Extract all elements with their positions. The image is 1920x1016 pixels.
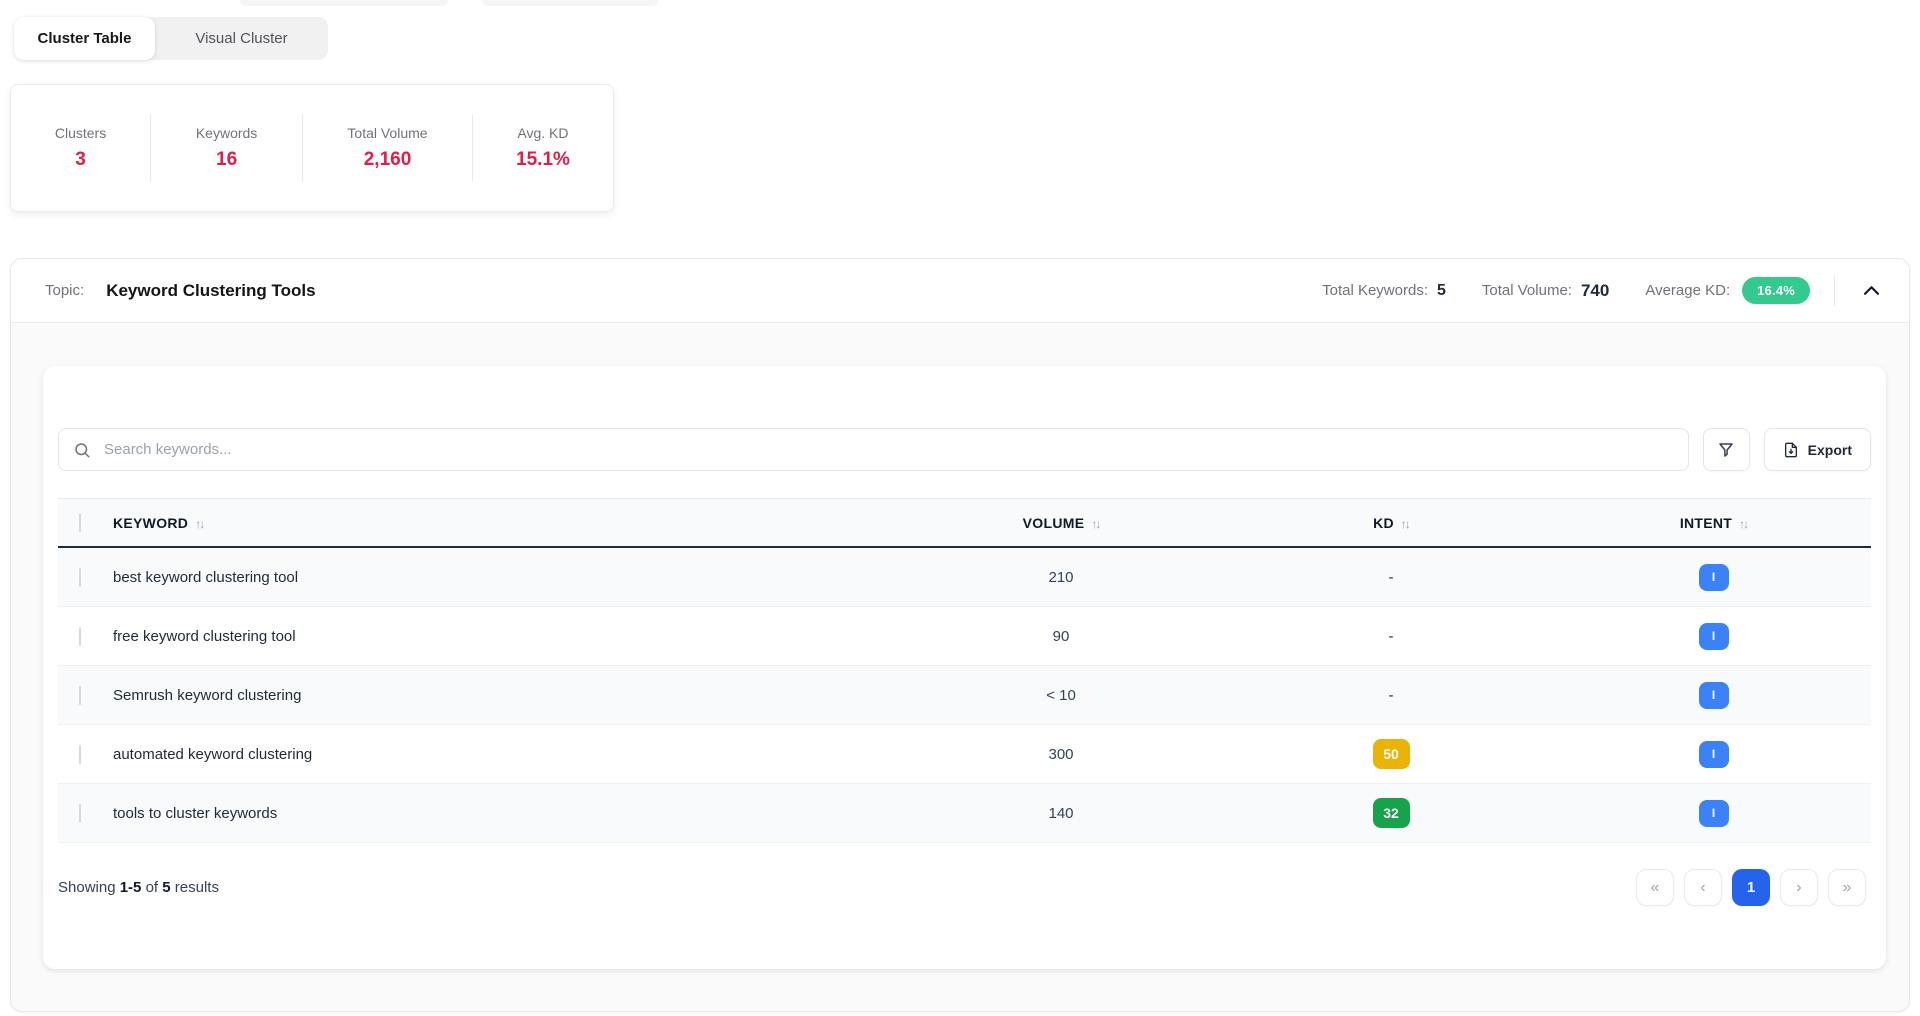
search-box bbox=[58, 428, 1689, 471]
stat-value: 16 bbox=[216, 149, 238, 170]
sort-icon: ↑↓ bbox=[1400, 516, 1411, 531]
tab-visual-cluster[interactable]: Visual Cluster bbox=[195, 30, 288, 47]
table-footer: Showing 1-5 of 5 results « ‹ 1 › » bbox=[43, 843, 1886, 906]
column-header-volume[interactable]: VOLUME ↑↓ bbox=[1022, 514, 1102, 531]
volume-cell: < 10 bbox=[1046, 686, 1076, 704]
row-checkbox[interactable] bbox=[79, 744, 81, 764]
divider bbox=[1834, 275, 1835, 306]
total-keywords-value: 5 bbox=[1437, 281, 1446, 299]
kd-cell: - bbox=[1388, 686, 1394, 704]
keywords-card: Export KEYWORD↑↓ VOLUME↑↓ KD↑↓ INTENT↑↓ … bbox=[43, 366, 1886, 969]
stat-clusters: Clusters 3 bbox=[11, 115, 150, 181]
export-button-label: Export bbox=[1807, 441, 1852, 458]
stats-card: Clusters 3 Keywords 16 Total Volume 2,16… bbox=[10, 84, 614, 212]
total-volume-label: Total Volume: bbox=[1481, 282, 1572, 299]
filter-icon bbox=[1717, 441, 1735, 459]
volume-cell: 140 bbox=[1048, 804, 1074, 822]
intent-badge[interactable]: I bbox=[1698, 622, 1729, 650]
total-keywords-label: Total Keywords: bbox=[1322, 282, 1428, 299]
intent-badge[interactable]: I bbox=[1698, 740, 1729, 768]
pagination-page-1-button[interactable]: 1 bbox=[1732, 869, 1770, 906]
stat-value: 15.1% bbox=[516, 149, 570, 170]
total-volume-value: 740 bbox=[1580, 280, 1610, 300]
chevron-up-icon bbox=[1863, 286, 1879, 295]
keyword-cell: Semrush keyword clustering bbox=[113, 686, 302, 704]
results-summary: Showing 1-5 of 5 results bbox=[58, 879, 219, 896]
intent-badge[interactable]: I bbox=[1698, 681, 1729, 709]
stat-label: Clusters bbox=[54, 125, 107, 141]
intent-badge[interactable]: I bbox=[1698, 799, 1729, 827]
pagination-first-button[interactable]: « bbox=[1636, 869, 1674, 906]
table-row: Semrush keyword clustering < 10 - I bbox=[58, 666, 1871, 725]
search-icon bbox=[73, 441, 91, 459]
filter-button[interactable] bbox=[1702, 428, 1750, 471]
row-checkbox[interactable] bbox=[79, 803, 81, 823]
stat-keywords: Keywords 16 bbox=[150, 115, 302, 181]
keywords-table: KEYWORD ↑↓ VOLUME ↑↓ KD ↑↓ INTENT ↑↓ best ke… bbox=[58, 498, 1871, 843]
cropped-top-element bbox=[240, 0, 448, 6]
intent-badge[interactable]: I bbox=[1698, 563, 1729, 591]
volume-cell: 300 bbox=[1048, 745, 1074, 763]
keyword-cell: best keyword clustering tool bbox=[113, 568, 299, 586]
results-total: 5 bbox=[162, 879, 171, 896]
cluster-panel-header: Topic: Keyword Clustering Tools Total Ke… bbox=[11, 259, 1909, 323]
table-row: free keyword clustering tool 90 - I bbox=[58, 607, 1871, 666]
select-all-checkbox[interactable] bbox=[79, 512, 81, 532]
kd-cell: - bbox=[1388, 627, 1394, 645]
pagination-prev-button[interactable]: ‹ bbox=[1684, 869, 1722, 906]
stat-label: Total Volume bbox=[347, 125, 428, 141]
pagination-last-button[interactable]: » bbox=[1828, 869, 1866, 906]
kd-badge: 50 bbox=[1372, 739, 1410, 769]
view-tabs: Cluster Table Visual Cluster bbox=[14, 17, 328, 60]
sort-icon: ↑↓ bbox=[1739, 516, 1749, 531]
column-header-kd[interactable]: KD ↑↓ bbox=[1373, 514, 1411, 531]
cropped-top-element bbox=[482, 0, 658, 6]
topic-value: Keyword Clustering Tools bbox=[106, 280, 316, 300]
kd-cell: - bbox=[1388, 568, 1394, 586]
row-checkbox[interactable] bbox=[79, 685, 81, 705]
table-row: best keyword clustering tool 210 - I bbox=[58, 548, 1871, 607]
table-row: tools to cluster keywords 140 32 I bbox=[58, 784, 1871, 843]
pagination-next-button[interactable]: › bbox=[1780, 869, 1818, 906]
stat-avg-kd: Avg. KD 15.1% bbox=[471, 115, 613, 181]
search-input[interactable] bbox=[102, 440, 1674, 459]
stat-label: Keywords bbox=[195, 125, 258, 141]
cluster-summary: Total Keywords: 5 Total Volume: 740 Aver… bbox=[1322, 275, 1887, 307]
volume-cell: 210 bbox=[1048, 568, 1074, 586]
pagination: « ‹ 1 › » bbox=[1636, 869, 1866, 906]
keyword-cell: tools to cluster keywords bbox=[113, 804, 278, 822]
column-header-intent[interactable]: INTENT ↑↓ bbox=[1679, 514, 1749, 531]
tab-cluster-table[interactable]: Cluster Table bbox=[14, 17, 155, 60]
stat-value: 2,160 bbox=[363, 149, 412, 170]
stat-label: Avg. KD bbox=[517, 125, 569, 141]
sort-icon: ↑↓ bbox=[195, 516, 205, 531]
row-checkbox[interactable] bbox=[79, 626, 81, 646]
column-header-keyword[interactable]: KEYWORD ↑↓ bbox=[113, 514, 205, 531]
stat-total-volume: Total Volume 2,160 bbox=[302, 115, 472, 181]
export-file-icon bbox=[1783, 441, 1799, 459]
table-row: automated keyword clustering 300 50 I bbox=[58, 725, 1871, 784]
kd-badge: 32 bbox=[1372, 798, 1410, 828]
volume-cell: 90 bbox=[1052, 627, 1070, 645]
export-button[interactable]: Export bbox=[1763, 428, 1871, 471]
table-header-row: KEYWORD ↑↓ VOLUME ↑↓ KD ↑↓ INTENT ↑↓ bbox=[58, 498, 1871, 548]
cluster-panel: Topic: Keyword Clustering Tools Total Ke… bbox=[10, 258, 1910, 1012]
sort-icon: ↑↓ bbox=[1091, 516, 1101, 531]
row-checkbox[interactable] bbox=[79, 567, 81, 587]
results-range: 1-5 bbox=[119, 879, 142, 896]
average-kd-label: Average KD: bbox=[1645, 282, 1731, 299]
stat-value: 3 bbox=[75, 149, 86, 170]
topic-label: Topic: bbox=[45, 282, 85, 299]
average-kd-badge: 16.4% bbox=[1742, 277, 1810, 304]
collapse-panel-button[interactable] bbox=[1855, 275, 1887, 307]
keyword-cell: automated keyword clustering bbox=[113, 745, 313, 763]
keyword-cell: free keyword clustering tool bbox=[113, 627, 296, 645]
table-toolbar: Export bbox=[43, 366, 1886, 471]
